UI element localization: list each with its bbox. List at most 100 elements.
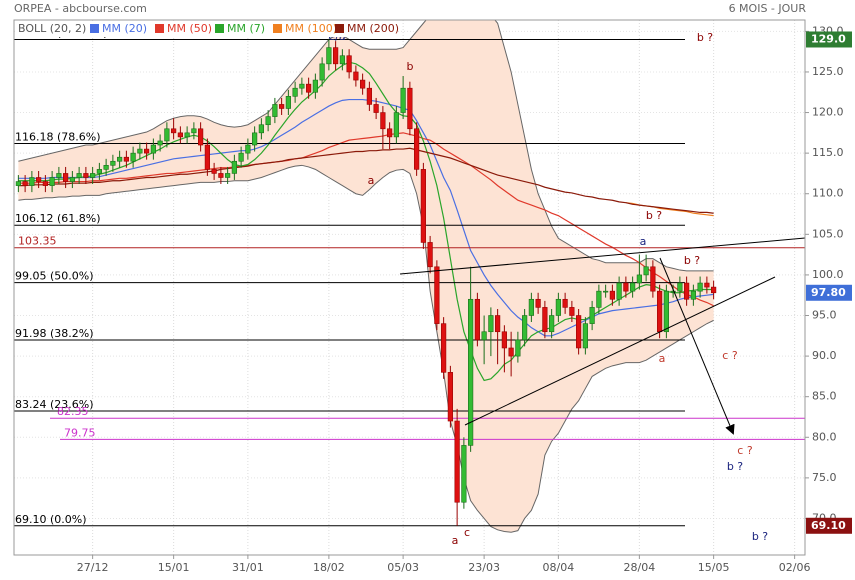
y-tick-label: 105.0 — [812, 227, 844, 240]
candle-body — [630, 282, 636, 292]
y-tick-label: 85.0 — [812, 390, 837, 403]
candle-body — [279, 104, 285, 109]
candle-body — [22, 181, 28, 186]
candle-body — [231, 160, 237, 174]
candle-body — [252, 132, 258, 146]
wave-annotation: c — [464, 526, 470, 539]
fib-label: 99.05 (50.0%) — [15, 270, 94, 283]
candle-body — [474, 298, 480, 341]
candle-body — [711, 286, 717, 294]
wave-annotation: c ? — [722, 349, 738, 362]
candle-body — [535, 298, 541, 308]
x-tick-label: 27/12 — [77, 561, 109, 574]
candle-body — [596, 290, 602, 308]
candle-body — [704, 282, 710, 288]
trend-lines — [399, 237, 806, 435]
levels: 129.00 (100.0%)116.18 (78.6%)106.12 (61.… — [14, 26, 805, 527]
price-level-label: 82.35 — [57, 405, 89, 418]
candle-body — [650, 266, 656, 292]
candle-body — [130, 152, 136, 162]
y-tick-label: 75.0 — [812, 471, 837, 484]
candle-body — [670, 290, 676, 293]
price-badge — [806, 517, 852, 534]
x-tick-label: 05/03 — [387, 561, 419, 574]
candle-body — [211, 169, 217, 174]
candle-body — [387, 128, 393, 138]
candle-body — [184, 132, 190, 138]
candle-body — [481, 331, 487, 341]
candle-body — [427, 242, 433, 268]
candles — [15, 39, 717, 526]
wave-annotation: a — [640, 235, 647, 248]
candle-body — [495, 315, 501, 333]
candle-body — [488, 315, 494, 333]
y-tick-label: 90.0 — [812, 349, 837, 362]
candle-body — [306, 83, 312, 93]
candle-body — [663, 290, 669, 333]
candle-body — [576, 315, 582, 349]
fib-label: 116.18 (78.6%) — [15, 131, 101, 144]
candle-body — [346, 55, 352, 73]
candle-body — [63, 173, 69, 182]
wave-annotation: b ? — [684, 254, 700, 267]
wave-annotation: a — [659, 352, 666, 365]
band-area — [18, 20, 714, 533]
candle-body — [90, 173, 96, 178]
candle-body — [461, 445, 467, 503]
candle-body — [245, 144, 251, 154]
candle-body — [117, 156, 123, 162]
candle-body — [677, 282, 683, 292]
candle-body — [292, 87, 298, 97]
candle-body — [96, 169, 102, 174]
candle-body — [454, 420, 460, 503]
x-tick-label: 08/04 — [543, 561, 575, 574]
candle-body — [441, 323, 447, 373]
period-label: 6 MOIS - JOUR — [729, 2, 807, 15]
candle-body — [515, 339, 521, 357]
x-tick-label: 23/03 — [468, 561, 500, 574]
candle-body — [258, 124, 264, 134]
price-badge-label: 97.80 — [811, 286, 846, 299]
forecast-arrow — [659, 257, 735, 435]
candle-body — [69, 177, 75, 182]
candle-body — [36, 177, 42, 182]
candle-body — [29, 177, 35, 186]
candle-body — [171, 128, 177, 134]
candle-body — [103, 165, 109, 170]
wave-annotation: b ? — [727, 460, 743, 473]
legend-label: MM (20) — [102, 22, 147, 35]
plot-border — [13, 19, 806, 556]
legend-swatch — [335, 24, 344, 33]
fib-label: 91.98 (38.2%) — [15, 327, 94, 340]
ma-line — [18, 98, 714, 337]
price-badge — [806, 31, 852, 48]
candle-body — [177, 132, 183, 138]
candle-body — [238, 152, 244, 162]
candle-body — [49, 177, 55, 186]
legend-swatch — [90, 24, 99, 33]
candle-body — [76, 173, 82, 178]
band-upper — [18, 20, 714, 272]
candle-body — [15, 181, 21, 186]
bollinger-bands — [18, 20, 714, 533]
candle-body — [623, 282, 629, 292]
price-level-label: 79.75 — [64, 426, 96, 439]
legend-label: MM (100) — [285, 22, 337, 35]
candle-body — [380, 112, 386, 130]
trend-line — [399, 237, 806, 275]
candle-body — [420, 169, 426, 243]
band-lower — [18, 164, 714, 533]
candle-body — [569, 307, 575, 316]
candle-body — [522, 315, 528, 341]
candle-body — [225, 173, 231, 178]
fib-label: 69.10 (0.0%) — [15, 513, 87, 526]
legend-label: MM (50) — [167, 22, 212, 35]
chart-title: ORPEA - abcbourse.com — [14, 2, 147, 15]
candle-body — [42, 181, 48, 186]
candle-body — [643, 266, 649, 276]
y-tick-label: 110.0 — [812, 187, 844, 200]
wave-annotation: a — [368, 174, 375, 187]
candle-body — [339, 55, 345, 65]
candle-body — [373, 104, 379, 113]
x-tick-label: 18/02 — [313, 561, 345, 574]
